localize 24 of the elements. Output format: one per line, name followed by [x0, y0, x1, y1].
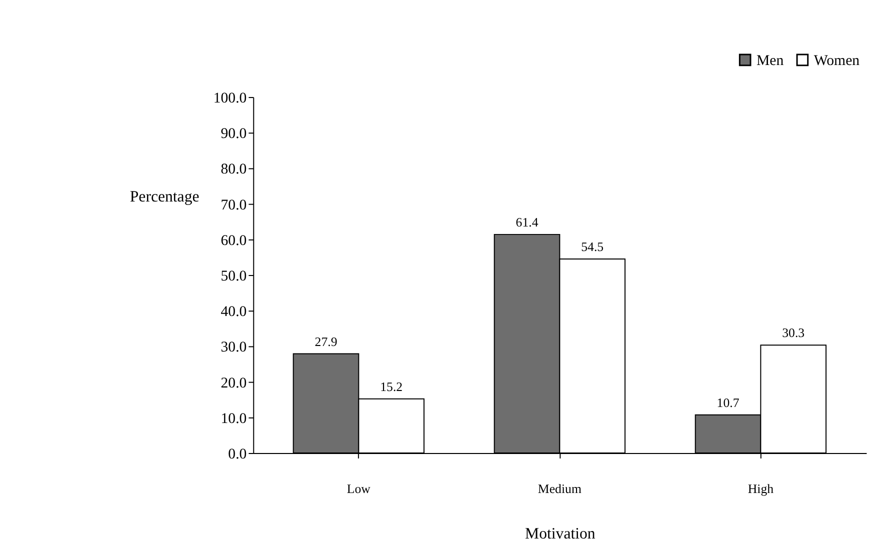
y-tick-label: 10.0	[220, 410, 247, 427]
y-axis-title: Percentage	[130, 188, 200, 206]
x-axis-title: Motivation	[525, 526, 596, 543]
x-tick-label: Low	[346, 482, 372, 496]
data-label: 61.4	[516, 216, 539, 230]
legend-label: Women	[814, 52, 860, 69]
x-tick-label: Medium	[538, 482, 582, 496]
y-tick-label: 50.0	[220, 268, 247, 284]
y-tick-label: 20.0	[220, 375, 247, 392]
data-label: 15.2	[380, 380, 403, 394]
legend-label: Men	[756, 52, 784, 69]
y-tick-label: 70.0	[220, 197, 247, 214]
y-tick-label: 100.0	[213, 90, 247, 106]
data-label: 30.3	[782, 326, 805, 340]
data-label: 10.7	[716, 396, 740, 410]
x-tick-label: High	[748, 482, 774, 496]
y-tick-label: 80.0	[220, 162, 247, 178]
y-tick-label: 0.0	[228, 446, 247, 462]
y-tick-label: 60.0	[220, 232, 247, 249]
y-tick-label: 30.0	[220, 340, 247, 356]
data-label: 27.9	[314, 334, 338, 349]
y-tick-label: 90.0	[220, 126, 247, 142]
data-label: 54.5	[581, 240, 604, 254]
y-tick-label: 40.0	[220, 304, 247, 320]
